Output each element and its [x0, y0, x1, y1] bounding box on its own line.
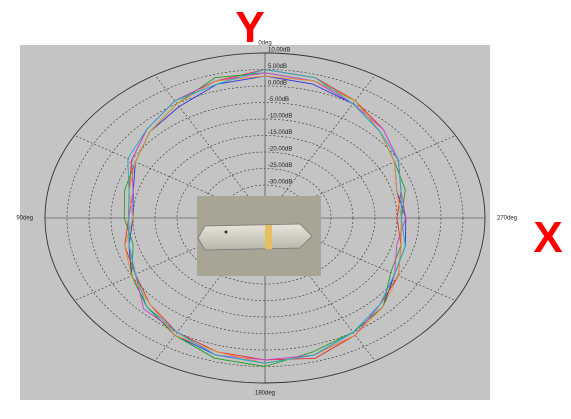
angle-label: 90deg [16, 216, 33, 222]
spoke [264, 135, 456, 219]
ring [110, 102, 420, 334]
ring-label: 5.00dB [268, 64, 287, 70]
ring-label: -15.00dB [268, 130, 292, 136]
ring-label: -5.00dB [268, 97, 289, 103]
ring [88, 85, 442, 351]
ring [44, 52, 486, 384]
spoke [74, 217, 266, 301]
ring [198, 168, 332, 268]
spoke [74, 135, 266, 219]
trace [127, 69, 406, 364]
traces [123, 69, 407, 367]
device-photo [197, 196, 321, 276]
ring [154, 135, 376, 301]
ring-label: 10.00dB [268, 48, 290, 54]
angle-label: 180deg [255, 391, 275, 397]
spoke [264, 217, 456, 301]
y-axis-label: Y [235, 3, 264, 52]
angle-label: 270deg [497, 216, 517, 222]
x-axis-label: X [533, 213, 562, 262]
ring-label: 0.00dB [268, 81, 287, 87]
ring-label: -25.00dB [268, 163, 292, 169]
ring-label: -10.00dB [268, 114, 292, 120]
ring-label: -30.00dB [268, 180, 292, 186]
labels: 10.00dB 5.00dB 0.00dB -5.00dB -10.00dB -15.00… [16, 41, 517, 397]
angle-label: 0deg [258, 41, 271, 47]
ring-label: -20.00dB [268, 147, 292, 153]
ring [176, 151, 354, 285]
